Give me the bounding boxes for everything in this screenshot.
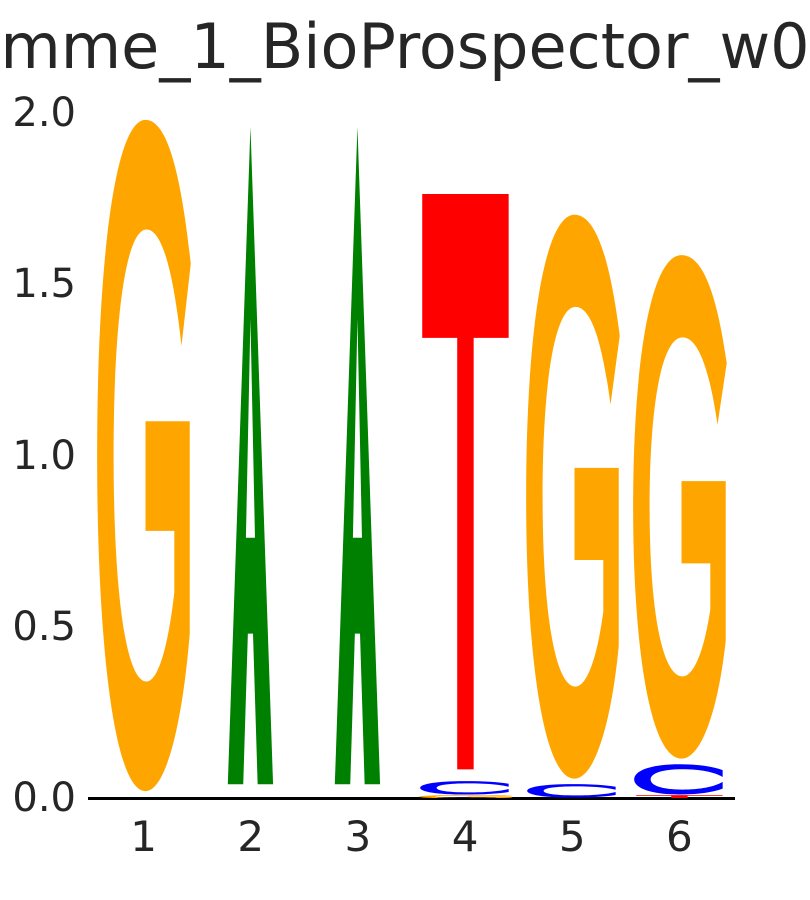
logo-stack-position-1 (90, 113, 197, 798)
logo-letter-G (414, 794, 517, 798)
logo-stack-position-3 (304, 113, 411, 798)
x-axis-tick-label: 3 (344, 812, 372, 861)
page-title: mme_1_BioProspector_w0 (0, 10, 810, 83)
y-axis-tick-label: 0.5 (12, 603, 76, 650)
logo-letter-G (92, 113, 195, 798)
logo-stack-position-5 (519, 113, 626, 798)
logo-letter-A (199, 113, 302, 798)
x-axis: 1 2 3 4 5 6 (90, 812, 733, 882)
logo-letter-C (414, 781, 517, 795)
y-axis-tick-label: 2.0 (12, 90, 76, 136)
y-axis-tick-label: 1.5 (12, 261, 76, 308)
x-axis-tick-label: 5 (558, 812, 586, 861)
logo-letter-T (414, 182, 517, 781)
logo-stack-position-6 (626, 113, 733, 798)
logo-letter-G (628, 250, 731, 764)
x-axis-tick-label: 2 (237, 812, 265, 861)
logo-plot-area (90, 113, 733, 798)
logo-letter-T (628, 794, 731, 798)
y-axis: 2.0 1.5 1.0 0.5 0.0 (0, 0, 90, 900)
logo-letter-G (521, 209, 624, 784)
logo-letter-A (306, 113, 409, 798)
x-axis-tick-label: 1 (130, 812, 157, 861)
y-axis-tick-label: 0.0 (12, 775, 76, 821)
logo-letter-C (628, 764, 731, 795)
x-axis-line (88, 797, 735, 800)
logo-letter-C (521, 784, 624, 798)
x-axis-tick-label: 6 (666, 812, 693, 861)
x-axis-tick-label: 4 (451, 812, 479, 861)
y-axis-tick-label: 1.0 (12, 432, 76, 479)
logo-stack-position-4 (412, 113, 519, 798)
logo-stack-position-2 (197, 113, 304, 798)
